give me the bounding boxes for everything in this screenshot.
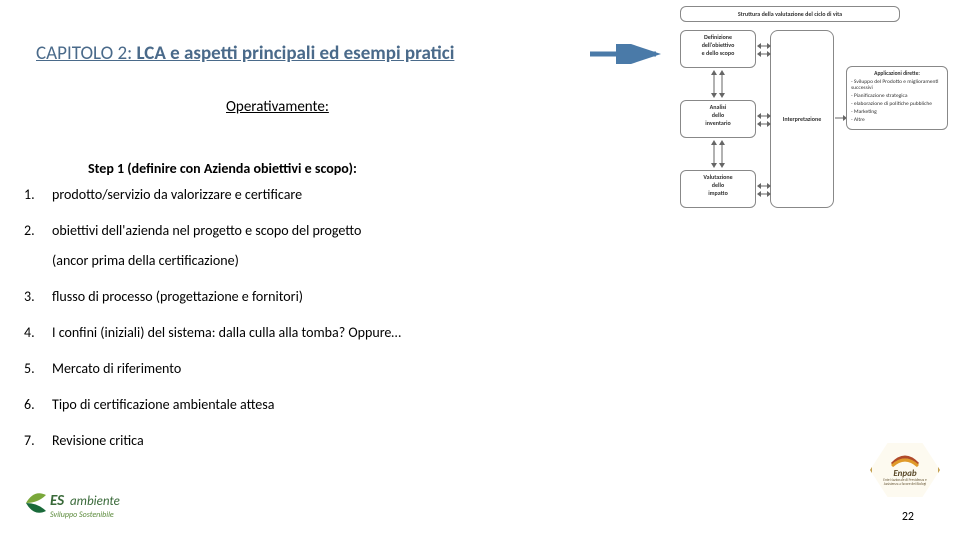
list-number: 1.: [24, 186, 52, 203]
page-number: 22: [902, 510, 914, 524]
list-text: prodotto/servizio da valorizzare e certi…: [52, 186, 584, 203]
list-item-extra: (ancor prima della certificazione): [52, 252, 584, 269]
list-number: 3.: [24, 288, 52, 305]
title-prefix: CAPITOLO 2:: [36, 42, 136, 65]
numbered-list: 1. prodotto/servizio da valorizzare e ce…: [24, 186, 584, 468]
list-item: 3. flusso di processo (progettazione e f…: [24, 288, 584, 305]
diagram-box-impact: Valutazione dello impatto: [680, 170, 756, 208]
applications-item: - elaborazione di politiche pubbliche: [851, 101, 943, 107]
logo-icon: ES ambiente Sviluppo Sostenibile: [20, 485, 140, 521]
list-item: 7. Revisione critica: [24, 432, 584, 449]
svg-text:ambiente: ambiente: [70, 494, 120, 509]
diagram-box-interpretation: Interpretazione: [770, 30, 834, 208]
list-text: Tipo di certificazione ambientale attesa: [52, 396, 584, 413]
diagram-box-inventory: Analisi dello inventario: [680, 100, 756, 138]
list-item: 4. I confini (iniziali) del sistema: dal…: [24, 324, 584, 341]
diagram-title: Struttura della valutazione del ciclo di…: [680, 6, 900, 22]
list-item: 1. prodotto/servizio da valorizzare e ce…: [24, 186, 584, 203]
list-text: I confini (iniziali) del sistema: dalla …: [52, 324, 584, 341]
list-text: Revisione critica: [52, 432, 584, 449]
list-number: 7.: [24, 432, 52, 449]
list-number: 2.: [24, 222, 52, 239]
slide-title: CAPITOLO 2: LCA e aspetti principali ed …: [36, 42, 454, 65]
title-bold: LCA e aspetti principali ed esempi prati…: [136, 42, 454, 65]
double-arrow-icon: [710, 140, 726, 168]
double-arrow-icon: [757, 42, 771, 58]
applications-title: Applicazioni dirette:: [851, 71, 943, 77]
list-number: 4.: [24, 324, 52, 341]
list-number: 5.: [24, 360, 52, 377]
list-number: 6.: [24, 396, 52, 413]
subheading: Operativamente:: [226, 98, 329, 116]
double-arrow-icon: [757, 182, 771, 198]
diagram-applications-box: Applicazioni dirette: - Sviluppo del Pro…: [846, 66, 948, 130]
logo-name: Enpab: [893, 468, 916, 479]
lca-diagram: Struttura della valutazione del ciclo di…: [650, 6, 950, 216]
list-text: flusso di processo (progettazione e forn…: [52, 288, 584, 305]
diagram-box-objective: Definizione dell'obiettivo e dello scopo: [680, 30, 756, 68]
applications-item: - Sviluppo del Prodotto e miglioramenti …: [851, 79, 943, 91]
logo-icon: [890, 454, 920, 468]
list-text: Mercato di riferimento: [52, 360, 584, 377]
logo-tagline: Ente Nazionale di Previdenza e Assistenz…: [872, 479, 938, 487]
list-item: 2. obiettivi dell'azienda nel progetto e…: [24, 222, 584, 239]
svg-text:ES: ES: [50, 492, 65, 510]
step-heading: Step 1 (definire con Azienda obiettivi e…: [88, 160, 357, 177]
applications-item: - Altre: [851, 117, 943, 123]
list-item: 5. Mercato di riferimento: [24, 360, 584, 377]
applications-item: - Marketing: [851, 109, 943, 115]
list-text: obiettivi dell'azienda nel progetto e sc…: [52, 222, 584, 239]
double-arrow-icon: [710, 70, 726, 98]
double-arrow-icon: [757, 112, 771, 128]
list-item: 6. Tipo di certificazione ambientale att…: [24, 396, 584, 413]
es-ambiente-logo: ES ambiente Sviluppo Sostenibile: [20, 485, 140, 526]
svg-text:Sviluppo Sostenibile: Sviluppo Sostenibile: [50, 510, 114, 520]
applications-item: - Pianificazione strategica: [851, 93, 943, 99]
diagram-left-column: Definizione dell'obiettivo e dello scopo…: [680, 30, 756, 210]
enpab-logo: Enpab Ente Nazionale di Previdenza e Ass…: [870, 440, 940, 500]
